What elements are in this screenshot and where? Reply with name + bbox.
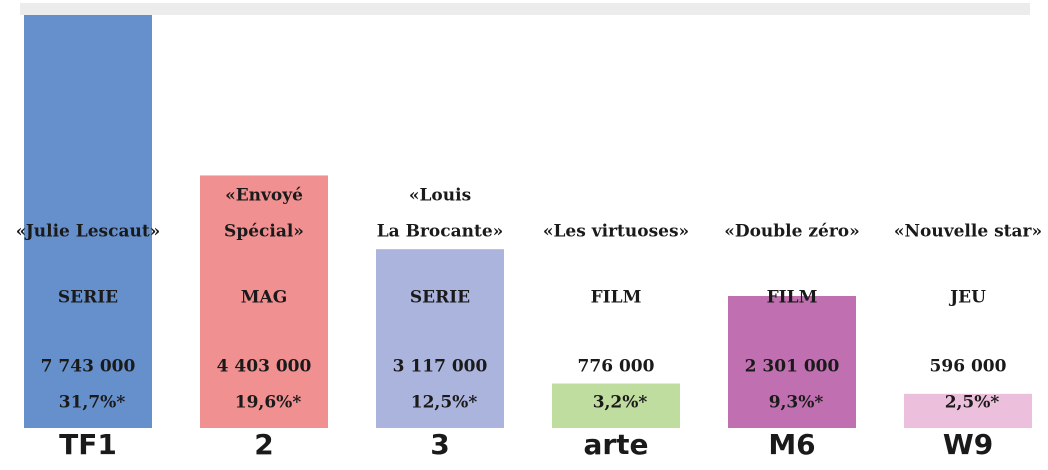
channel-logo: arte bbox=[583, 428, 648, 461]
share-label: 9,3%* bbox=[769, 393, 824, 413]
genre-label: FILM bbox=[767, 288, 818, 308]
program-label: «Envoyé bbox=[225, 186, 303, 206]
program-label: La Brocante» bbox=[377, 222, 504, 242]
bar bbox=[24, 15, 152, 428]
bar bbox=[376, 249, 504, 428]
bar bbox=[904, 393, 1032, 428]
share-label: 12,5%* bbox=[411, 393, 478, 413]
share-label: 31,7%* bbox=[59, 393, 126, 413]
value-label: 7 743 000 bbox=[41, 357, 136, 377]
channel-logo: M6 bbox=[768, 428, 815, 461]
value-label: 596 000 bbox=[930, 357, 1007, 377]
value-label: 776 000 bbox=[578, 357, 655, 377]
genre-label: FILM bbox=[591, 288, 642, 308]
value-label: 3 117 000 bbox=[393, 357, 488, 377]
bar bbox=[200, 175, 328, 428]
program-label: «Les virtuoses» bbox=[543, 222, 689, 242]
bars bbox=[24, 15, 1032, 428]
top-band bbox=[20, 3, 1030, 15]
channel-logo: 2 bbox=[254, 428, 273, 461]
program-label: «Julie Lescaut» bbox=[16, 222, 161, 242]
value-label: 4 403 000 bbox=[217, 357, 312, 377]
share-label: 2,5%* bbox=[945, 393, 1000, 413]
bar bbox=[728, 296, 856, 428]
genre-label: JEU bbox=[948, 288, 986, 308]
channel-logo: 3 bbox=[430, 428, 449, 461]
genre-label: SERIE bbox=[58, 288, 118, 308]
program-label: «Nouvelle star» bbox=[894, 222, 1042, 242]
program-label: «Double zéro» bbox=[724, 222, 860, 242]
channel-logo: TF1 bbox=[59, 428, 117, 461]
value-label: 2 301 000 bbox=[745, 357, 840, 377]
share-label: 19,6%* bbox=[235, 393, 302, 413]
genre-label: SERIE bbox=[410, 288, 470, 308]
program-label: Spécial» bbox=[224, 222, 304, 242]
bar bbox=[552, 383, 680, 428]
genre-label: MAG bbox=[241, 288, 288, 308]
channel-logo: W9 bbox=[943, 428, 993, 461]
program-label: «Louis bbox=[409, 186, 471, 206]
share-label: 3,2%* bbox=[593, 393, 648, 413]
